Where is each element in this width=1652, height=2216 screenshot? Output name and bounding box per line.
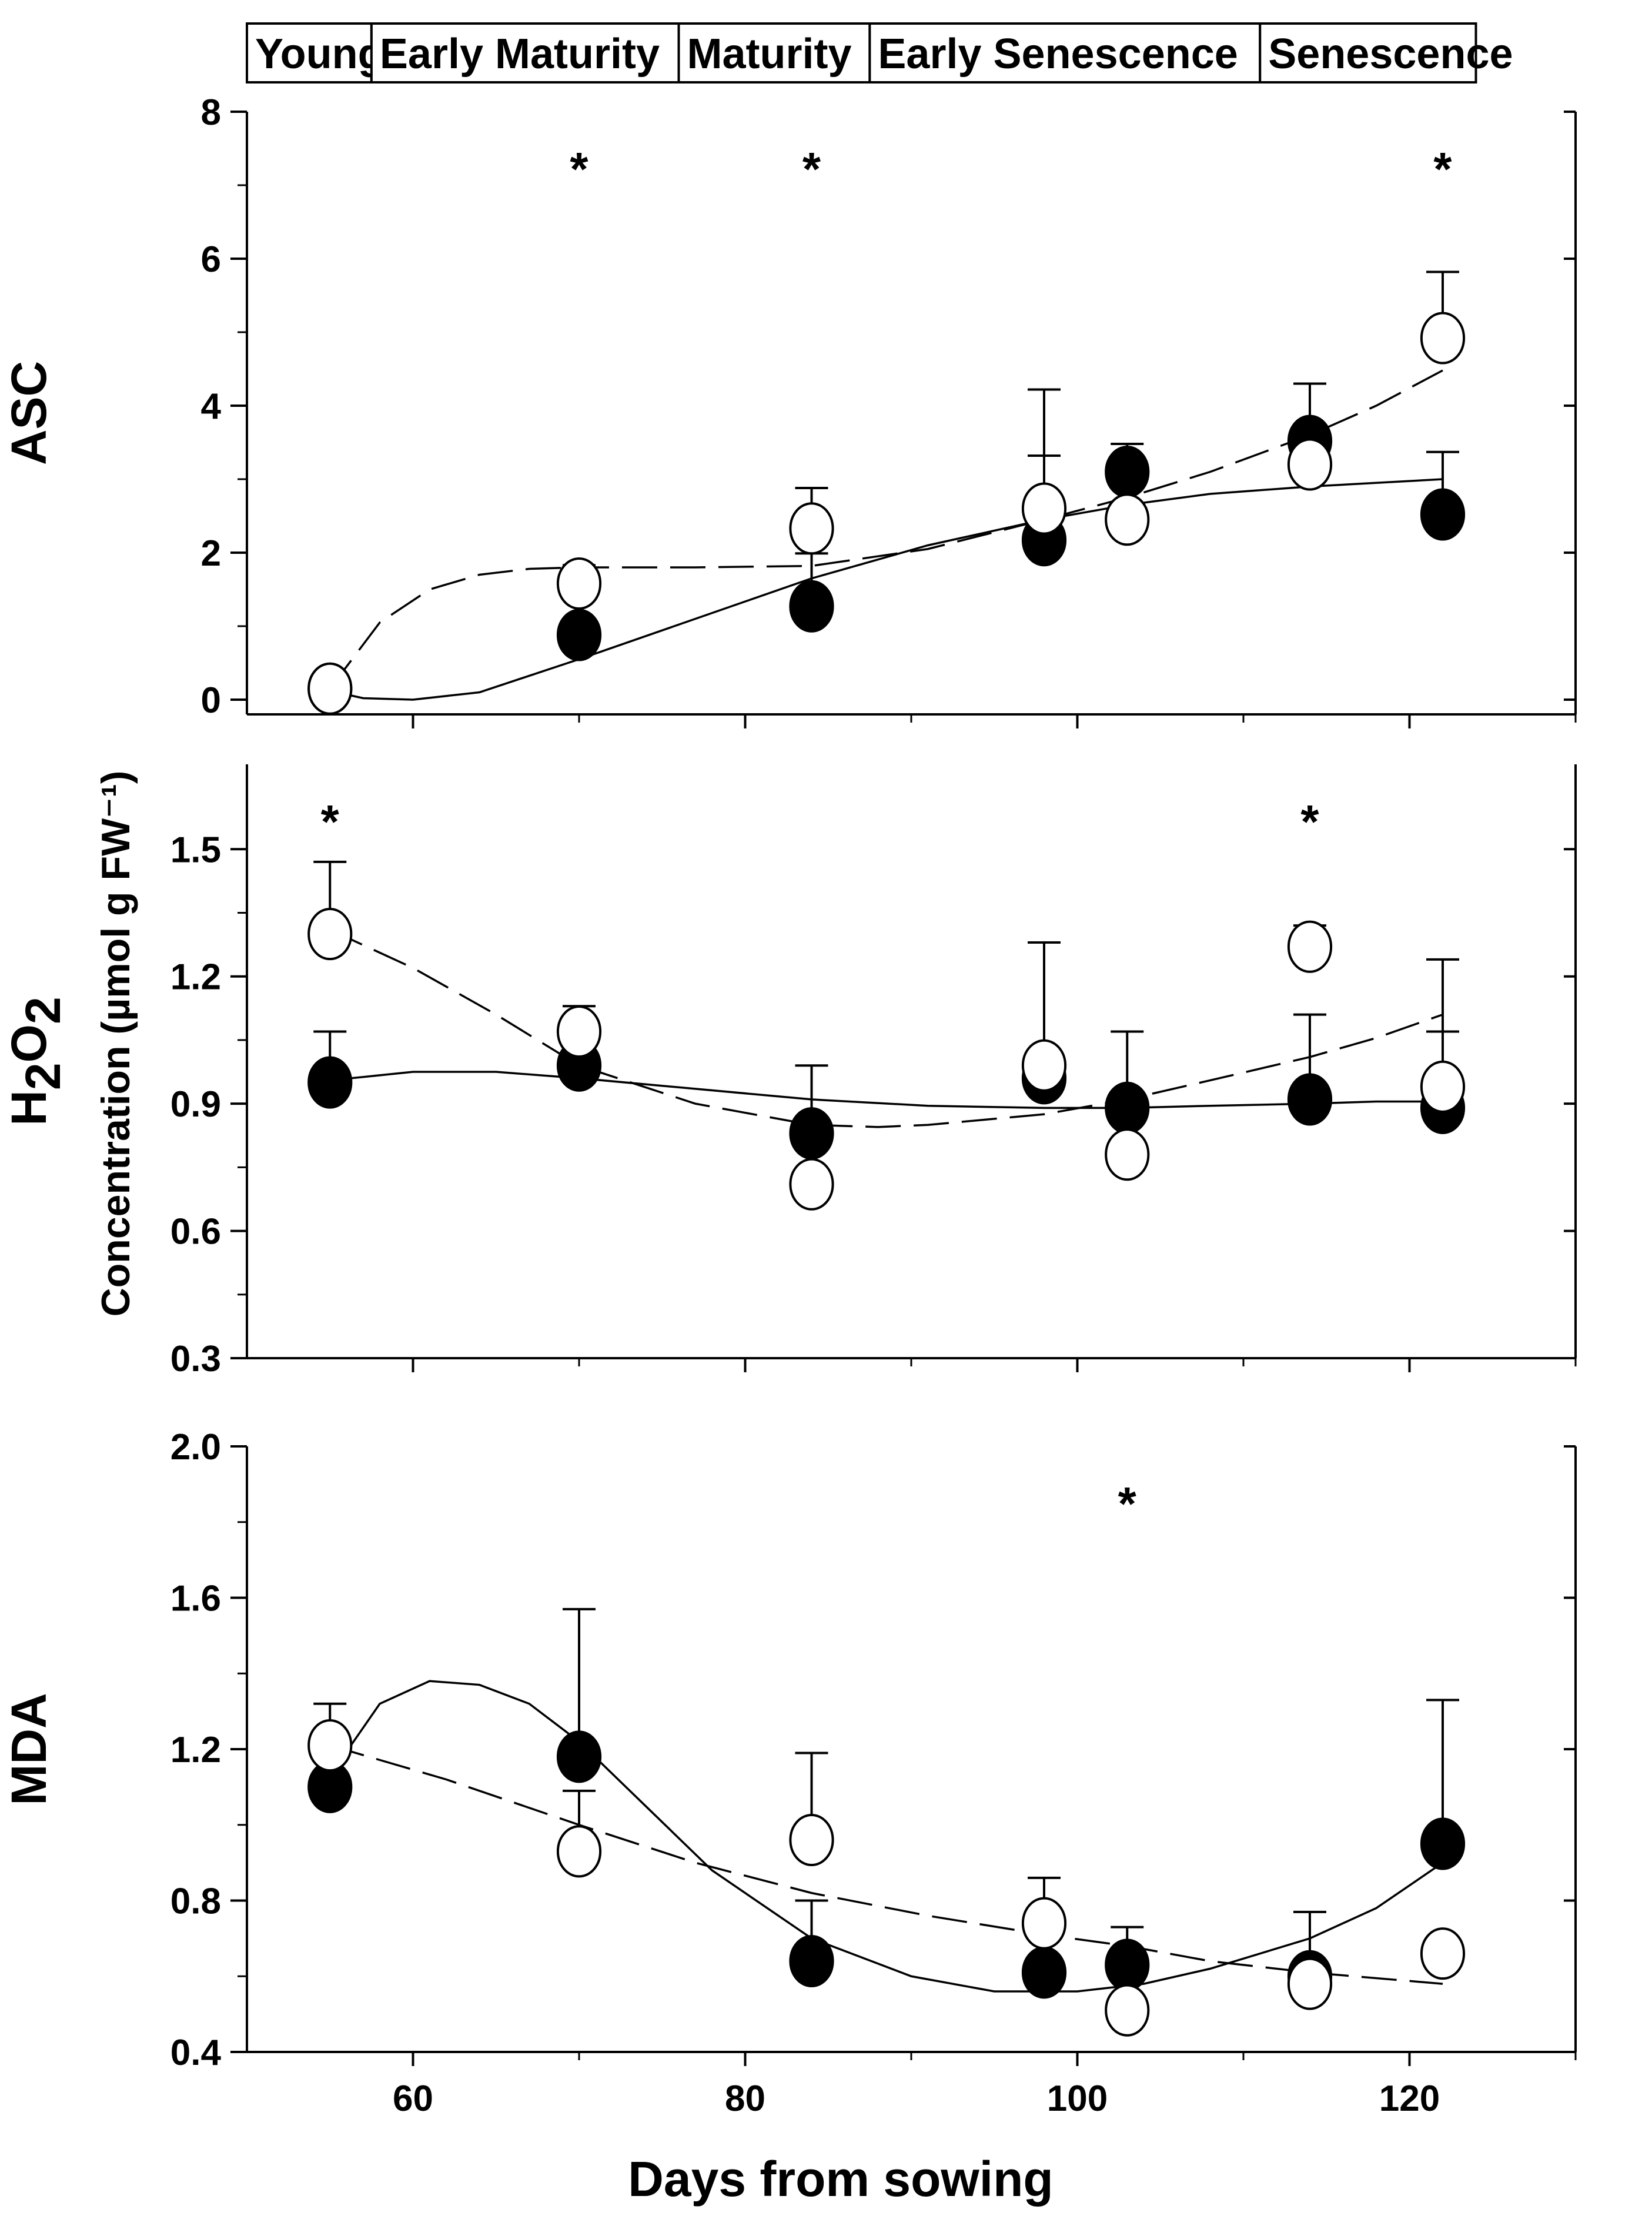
fit-line-solid [329,478,1443,701]
y-tick-label: 1.2 [170,957,221,998]
data-point-open [1105,1128,1150,1181]
stage-label: Young [255,31,384,78]
panel-ylabel-h2o2: H2O2 [1,997,71,1125]
data-point-filled [556,609,602,661]
data-point-open [307,1719,353,1772]
data-point-open [1021,482,1067,535]
data-point-open [307,908,353,961]
data-point-filled [1420,488,1466,541]
stage-box [1259,22,1477,83]
data-point-open [789,1813,834,1867]
fit-line-solid [330,1071,1443,1109]
data-point-filled [789,1934,834,1988]
data-point-filled [789,580,834,633]
fit-line-solid [329,1680,1443,1993]
stage-box [370,22,680,83]
data-point-filled [1105,1081,1150,1134]
y-tick-label: 6 [201,239,221,280]
data-point-open [1021,1897,1067,1950]
data-point-open [556,1005,602,1058]
fit-line-dashed [329,928,1443,1128]
data-point-open [556,557,602,610]
data-point-open [1021,1039,1067,1092]
data-point-filled [1105,445,1150,499]
y-tick-label: 2.0 [170,1427,221,1468]
stage-label: Early Senescence [878,31,1238,78]
panel-2: 0.4 0.8 1.2 1.6 2.0 60 80 100 120 * [170,1427,1577,2119]
data-point-open [1105,1984,1150,2037]
data-point-open [1420,312,1466,365]
y-tick-label: 1.2 [170,1730,221,1770]
data-point-open [789,1158,834,1211]
x-tick-label: 60 [393,2078,433,2119]
significance-marker: * [321,796,340,848]
data-point-open [1420,1060,1466,1113]
axis-labels: ASC H2O2 MDA Concentration (µmol g FW⁻¹)… [1,361,1054,2207]
stage-label: Maturity [687,31,852,78]
y-tick-label: 4 [201,386,222,427]
stage-box [246,22,373,83]
x-axis-label: Days from sowing [628,2151,1053,2207]
data-point-filled [1287,1073,1333,1126]
fit-line-dashed [329,369,1443,690]
stage-box [677,22,871,83]
fit-line-dashed [329,1744,1443,1985]
significance-marker: * [1118,1478,1137,1530]
y-tick-label: 0.6 [170,1212,221,1252]
panel-0: 0 2 4 6 8 * * * [201,92,1577,728]
significance-marker: * [802,143,821,195]
x-tick-label: 120 [1379,2078,1440,2119]
data-point-open [1287,438,1333,491]
significance-marker: * [570,143,588,195]
y-tick-label: 0.4 [170,2033,222,2073]
panel-1: 0.3 0.6 0.9 1.2 1.5 * * [170,764,1577,1379]
data-point-filled [556,1730,602,1783]
y-tick-label: 1.5 [170,830,221,870]
data-point-filled [1420,1817,1466,1870]
x-tick-label: 100 [1047,2078,1108,2119]
chart-panels: 0 2 4 6 8 * * * 0.3 0.6 0.9 1.2 1.5 * * 0.4 0.8 1.2 1.6 2.0… [170,92,1577,2119]
data-point-filled [1021,1946,1067,1999]
data-point-open [1287,920,1333,973]
y-tick-label: 8 [201,92,221,133]
panel-ylabel-asc: ASC [1,361,56,465]
y-tick-label: 2 [201,533,221,574]
y-tick-label: 0 [201,680,221,721]
common-ylabel: Concentration (µmol g FW⁻¹) [93,771,138,1317]
significance-marker: * [1433,143,1452,195]
stage-label: Early Maturity [380,31,660,78]
data-point-filled [1105,1938,1150,1991]
y-tick-label: 0.3 [170,1339,221,1379]
stage-label: Senescence [1268,31,1513,78]
data-point-open [1287,1957,1333,2010]
significance-marker: * [1300,796,1319,848]
data-point-open [307,662,353,715]
data-point-open [1420,1927,1466,1980]
x-tick-label: 80 [725,2078,765,2119]
panel-ylabel-mda: MDA [1,1693,56,1805]
data-point-filled [789,1107,834,1160]
y-tick-label: 0.8 [170,1881,221,1922]
data-point-filled [307,1056,353,1109]
y-tick-label: 0.9 [170,1084,221,1125]
data-point-open [556,1825,602,1878]
y-tick-label: 1.6 [170,1579,221,1619]
data-point-open [789,502,834,555]
data-point-open [1105,493,1150,546]
